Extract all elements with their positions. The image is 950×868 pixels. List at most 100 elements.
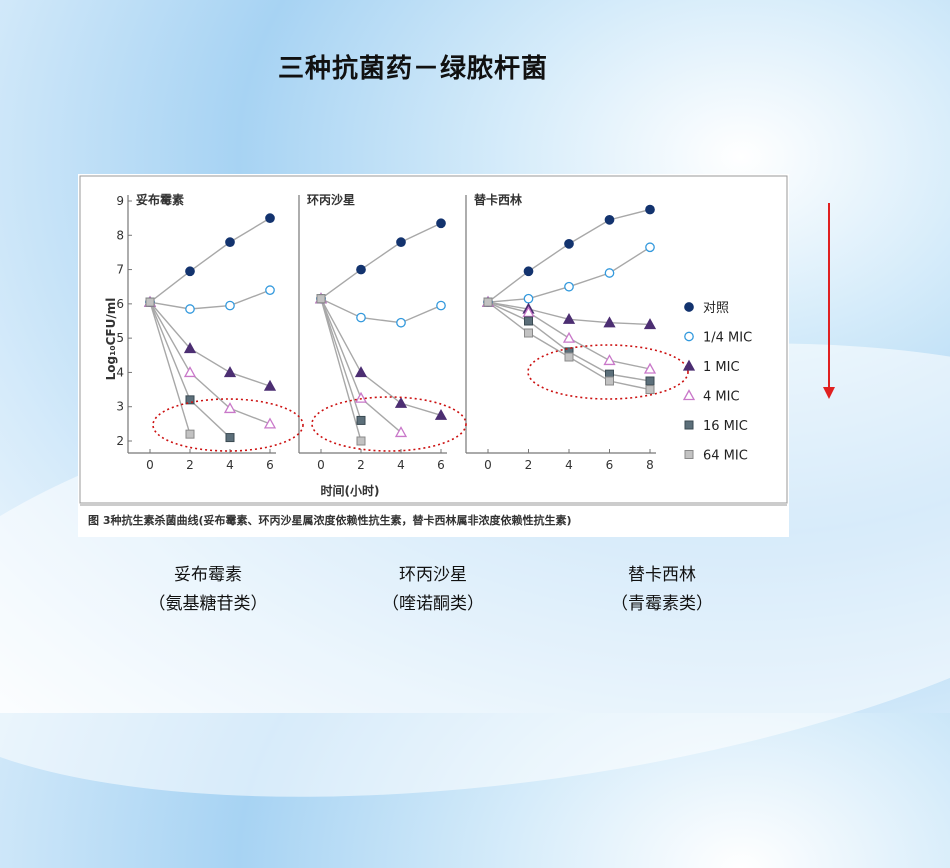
x-tick-label: 2 — [186, 458, 194, 472]
data-point — [562, 331, 576, 343]
x-tick-label: 2 — [357, 458, 365, 472]
legend-marker — [684, 420, 694, 430]
data-point — [263, 417, 277, 429]
data-point — [185, 395, 195, 405]
data-point — [145, 297, 155, 307]
series-line — [320, 298, 362, 421]
data-point — [524, 316, 533, 326]
data-point — [605, 376, 614, 386]
legend-label: 16 MIC — [703, 419, 748, 434]
subplot-2: 环丙沙星 0 2 4 6 — [298, 193, 448, 472]
data-point — [643, 362, 657, 374]
data-point — [645, 204, 655, 215]
data-point — [643, 318, 657, 330]
data-point — [225, 237, 235, 247]
x-axis-label: 时间(小时) — [321, 483, 380, 498]
y-tick-label: 7 — [116, 263, 124, 277]
drug-name: 环丙沙星 — [399, 565, 467, 585]
data-point — [183, 342, 197, 354]
series-line — [149, 217, 271, 303]
highlight-circle-ticarcillin — [527, 344, 689, 400]
data-point — [483, 297, 493, 307]
figure-caption: 图 3种抗生素杀菌曲线(妥布霉素、环丙沙星属浓度依赖性抗生素，替卡西林属非浓度依… — [88, 513, 572, 527]
legend-marker — [684, 331, 694, 342]
data-point — [356, 264, 366, 275]
legend-label: 1 MIC — [703, 360, 740, 375]
subplot-title: 替卡西林 — [474, 192, 522, 207]
down-arrow-icon — [823, 203, 835, 399]
legend-label: 对照 — [703, 301, 729, 316]
series-line — [320, 298, 442, 416]
subplot-1: 妥布霉素 2 3 4 5 6 7 8 9 0 2 4 6 — [116, 192, 277, 472]
highlight-circle-ciprofloxacin — [311, 396, 467, 452]
data-point — [223, 402, 237, 414]
data-point — [523, 293, 534, 304]
series-line — [320, 222, 442, 300]
drug-label-tobramycin: 妥布霉素 （氨基糖苷类） — [108, 560, 308, 614]
data-point — [356, 415, 366, 425]
y-tick-label: 2 — [116, 434, 124, 448]
data-point — [603, 316, 616, 328]
y-tick-label: 5 — [116, 331, 124, 345]
data-point — [185, 266, 195, 277]
subplot-3: 替卡西林 0 2 4 6 8 — [465, 192, 657, 472]
subplot-title: 妥布霉素 — [136, 192, 184, 207]
legend-label: 1/4 MIC — [703, 331, 752, 346]
data-point — [645, 376, 655, 386]
subplot-title: 环丙沙星 — [307, 193, 355, 207]
data-point — [185, 429, 195, 439]
x-tick-label: 0 — [317, 458, 325, 472]
series-line — [149, 289, 271, 310]
data-point — [354, 391, 368, 403]
legend-marker — [684, 450, 694, 459]
data-point — [562, 312, 576, 324]
drug-label-ciprofloxacin: 环丙沙星 （喹诺酮类） — [333, 560, 533, 614]
x-tick-label: 0 — [484, 458, 492, 472]
data-point — [223, 366, 237, 378]
data-point — [396, 317, 406, 328]
x-tick-label: 4 — [226, 458, 234, 472]
highlight-circle-tobramycin — [152, 398, 304, 452]
data-point — [265, 285, 275, 295]
x-tick-label: 6 — [266, 458, 274, 472]
data-point — [645, 385, 655, 395]
data-point — [523, 266, 534, 277]
legend-marker — [682, 359, 696, 371]
legend-label: 64 MIC — [703, 449, 748, 464]
data-point — [564, 352, 574, 362]
data-point — [524, 328, 533, 338]
slide-title: 三种抗菌药－绿脓杆菌 — [278, 54, 549, 84]
data-point — [185, 304, 195, 314]
data-point — [263, 379, 277, 391]
y-tick-label: 4 — [116, 365, 124, 379]
data-point — [356, 436, 366, 446]
x-tick-label: 0 — [146, 458, 154, 472]
data-point — [604, 215, 615, 225]
drug-label-ticarcillin: 替卡西林 （青霉素类） — [562, 560, 762, 614]
data-point — [522, 306, 535, 318]
drug-class: （氨基糖苷类） — [148, 594, 268, 614]
drug-class: （青霉素类） — [611, 594, 713, 614]
time-kill-curves-figure: 图 3种抗生素杀菌曲线(妥布霉素、环丙沙星属浓度依赖性抗生素，替卡西林属非浓度依… — [79, 175, 788, 527]
y-tick-label: 6 — [116, 297, 124, 311]
figure-panel: 图 3种抗生素杀菌曲线(妥布霉素、环丙沙星属浓度依赖性抗生素，替卡西林属非浓度依… — [78, 174, 789, 537]
data-point — [396, 237, 406, 247]
data-point — [603, 354, 616, 366]
legend-marker — [684, 302, 694, 312]
y-axis-label: Log₁₀CFU/ml — [104, 298, 118, 381]
data-point — [394, 396, 408, 408]
x-tick-label: 6 — [606, 458, 614, 472]
series-line — [149, 301, 271, 425]
data-point — [436, 300, 446, 311]
series-line — [149, 301, 191, 435]
drug-name: 妥布霉素 — [174, 565, 242, 585]
x-tick-label: 6 — [437, 458, 445, 472]
data-point — [645, 242, 655, 253]
data-point — [564, 239, 574, 249]
data-point — [356, 312, 366, 323]
data-point — [265, 213, 275, 223]
data-point — [394, 426, 408, 438]
data-point — [183, 366, 197, 378]
legend-marker — [682, 389, 696, 401]
legend-label: 4 MIC — [703, 390, 740, 405]
